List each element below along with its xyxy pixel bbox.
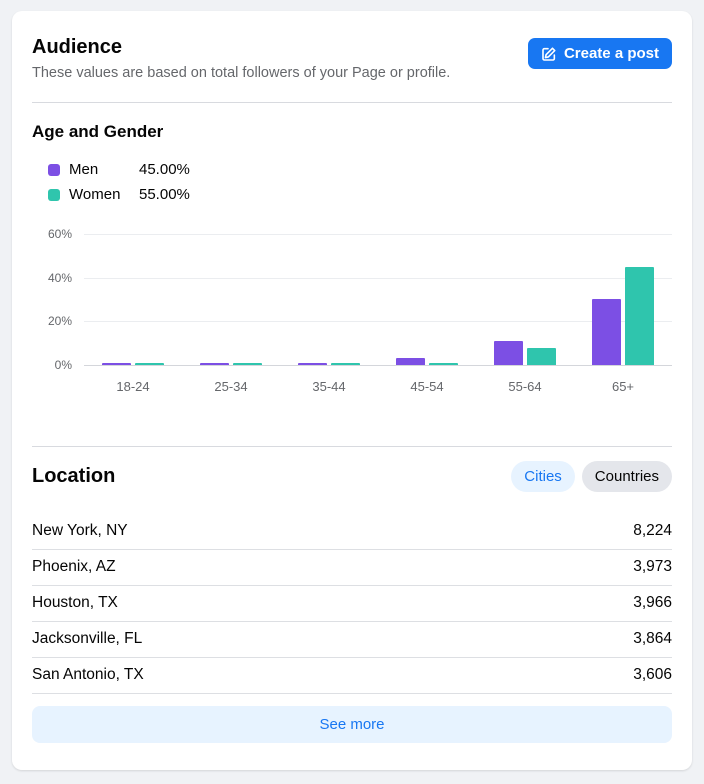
y-tick-60: 60% [47,227,72,241]
legend-item-men: Men 45.00% [48,157,672,182]
location-city: Houston, TX [32,594,118,611]
legend-label: Women [69,186,121,203]
bar-group-55-64 [476,234,574,365]
card-header: Audience These values are based on total… [32,35,672,83]
location-row: Houston, TX 3,966 [32,586,672,622]
location-value: 3,973 [633,558,672,575]
bar-men-18-24 [102,363,131,365]
bar-men-45-54 [396,358,425,365]
gridline-40 [84,277,672,279]
location-row: Phoenix, AZ 3,973 [32,550,672,586]
bar-women-65+ [625,267,654,365]
location-value: 3,966 [633,594,672,611]
bar-men-65+ [592,299,621,365]
bar-men-35-44 [298,363,327,365]
bar-group-25-34 [182,234,280,365]
tab-countries[interactable]: Countries [581,461,672,492]
bar-group-45-54 [378,234,476,365]
gridline-baseline [84,365,672,366]
legend-value: 45.00% [139,161,190,178]
x-label: 65+ [611,379,635,394]
bar-men-55-64 [494,341,523,365]
y-tick-20: 20% [47,314,72,329]
chart-legend: Men 45.00% Women 55.00% [48,157,672,207]
tab-cities[interactable]: Cities [511,461,575,492]
x-label: 25-34 [214,379,248,394]
x-label: 35-44 [312,379,346,394]
bar-women-35-44 [331,363,360,365]
bar-group-35-44 [280,234,378,365]
bars-layer [84,234,672,365]
location-row: Jacksonville, FL 3,864 [32,622,672,658]
section-divider [32,102,672,103]
location-title: Location [32,465,116,487]
page-title: Audience [32,36,123,58]
location-row: San Antonio, TX 3,606 [32,658,672,694]
location-list: New York, NY 8,224 Phoenix, AZ 3,973 Hou… [32,514,672,694]
location-header: Location Cities Countries [32,461,672,492]
legend-value: 55.00% [139,186,190,203]
chart-plot-area [84,234,672,366]
location-value: 8,224 [633,522,672,539]
y-tick-0: 0% [54,358,72,372]
bar-women-55-64 [527,348,556,365]
page-subtitle: These values are based on total follower… [32,65,451,81]
chart-x-axis: 18-24 25-34 35-44 45-54 55-64 65+ [84,379,672,394]
bar-group-18-24 [84,234,182,365]
bar-group-65+ [574,234,672,365]
location-city: New York, NY [32,522,128,539]
location-city: Phoenix, AZ [32,558,116,575]
legend-item-women: Women 55.00% [48,182,672,207]
location-city: Jacksonville, FL [32,630,143,647]
bar-women-25-34 [233,363,262,365]
bar-women-18-24 [135,363,164,365]
gridline-20 [84,321,672,323]
gridline-60 [84,234,672,235]
see-more-button[interactable]: See more [32,706,672,743]
section-divider [32,446,672,447]
age-gender-bar-chart: 60% 40% 20% 0% [32,227,672,372]
x-label: 18-24 [116,379,150,394]
location-value: 3,606 [633,666,672,683]
audience-card: Audience These values are based on total… [12,11,692,770]
bar-men-25-34 [200,363,229,365]
spacer [32,394,672,427]
legend-label: Men [69,161,99,178]
chart-y-axis: 60% 40% 20% 0% [32,227,84,372]
women-legend-swatch [48,188,60,201]
men-legend-swatch [48,163,60,176]
location-city: San Antonio, TX [32,666,144,683]
age-gender-title: Age and Gender [32,122,164,141]
location-value: 3,864 [633,630,672,647]
x-label: 55-64 [508,379,542,394]
x-label: 45-54 [410,379,444,394]
compose-icon [541,46,557,62]
location-row: New York, NY 8,224 [32,514,672,550]
location-toggle: Cities Countries [511,461,672,492]
create-post-label: Create a post [563,45,659,62]
header-text: Audience These values are based on total… [32,35,450,83]
create-post-button[interactable]: Create a post [527,38,672,69]
bar-women-45-54 [429,363,458,365]
y-tick-40: 40% [47,270,72,285]
